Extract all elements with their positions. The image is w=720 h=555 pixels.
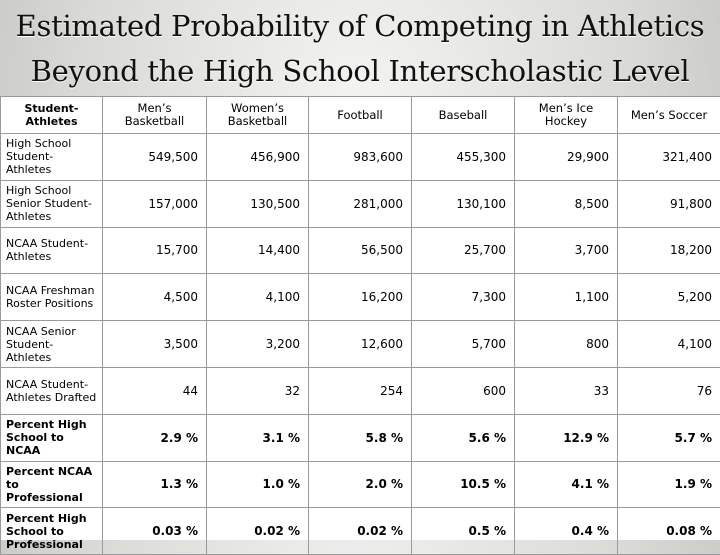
table-cell: 549,500 <box>103 134 207 181</box>
table-cell: 32 <box>207 367 309 414</box>
table-cell: 4,500 <box>103 274 207 321</box>
table-cell: 281,000 <box>309 180 412 227</box>
header-row: Student-Athletes Men’s Basketball Women’… <box>1 97 720 134</box>
table-cell: 25,700 <box>412 227 515 274</box>
table-cell: 0.5 % <box>412 508 515 555</box>
column-header-mens-ice-hockey: Men’s Ice Hockey <box>515 97 618 134</box>
table-cell: 130,500 <box>207 180 309 227</box>
table-cell: 157,000 <box>103 180 207 227</box>
table-cell: 1,100 <box>515 274 618 321</box>
title-line-1: Estimated Probability of Competing in At… <box>0 4 720 49</box>
table-cell: 76 <box>618 367 720 414</box>
table-cell: 5.8 % <box>309 414 412 461</box>
table-cell: 0.03 % <box>103 508 207 555</box>
table-cell: 10.5 % <box>412 461 515 508</box>
column-header-student-athletes: Student-Athletes <box>1 97 103 134</box>
table-cell: 254 <box>309 367 412 414</box>
table-cell: 0.02 % <box>309 508 412 555</box>
table-cell: 1.3 % <box>103 461 207 508</box>
table-row: NCAA Student-Athletes 15,700 14,400 56,5… <box>1 227 720 274</box>
table-row: High School Senior Student-Athletes 157,… <box>1 180 720 227</box>
probability-table: Student-Athletes Men’s Basketball Women’… <box>0 96 720 555</box>
table-cell: 18,200 <box>618 227 720 274</box>
table-cell: 0.4 % <box>515 508 618 555</box>
table-cell: 455,300 <box>412 134 515 181</box>
table-cell: 12.9 % <box>515 414 618 461</box>
table-cell: 56,500 <box>309 227 412 274</box>
table-cell: 1.0 % <box>207 461 309 508</box>
column-header-football: Football <box>309 97 412 134</box>
table-cell: 2.0 % <box>309 461 412 508</box>
table-cell: 29,900 <box>515 134 618 181</box>
table-cell: 4.1 % <box>515 461 618 508</box>
row-label: High School Senior Student-Athletes <box>1 180 103 227</box>
table-cell: 16,200 <box>309 274 412 321</box>
table-cell: 8,500 <box>515 180 618 227</box>
table-row: Percent NCAA to Professional 1.3 % 1.0 %… <box>1 461 720 508</box>
column-header-mens-basketball: Men’s Basketball <box>103 97 207 134</box>
table-row: NCAA Freshman Roster Positions 4,500 4,1… <box>1 274 720 321</box>
page-title: Estimated Probability of Competing in At… <box>0 4 720 94</box>
table-cell: 5.6 % <box>412 414 515 461</box>
table-cell: 600 <box>412 367 515 414</box>
row-label: High School Student-Athletes <box>1 134 103 181</box>
table-cell: 130,100 <box>412 180 515 227</box>
column-header-womens-basketball: Women’s Basketball <box>207 97 309 134</box>
table-cell: 44 <box>103 367 207 414</box>
probability-table-container: Student-Athletes Men’s Basketball Women’… <box>0 96 720 540</box>
row-label: Percent NCAA to Professional <box>1 461 103 508</box>
table-cell: 321,400 <box>618 134 720 181</box>
row-label: NCAA Freshman Roster Positions <box>1 274 103 321</box>
table-cell: 91,800 <box>618 180 720 227</box>
table-row: NCAA Senior Student-Athletes 3,500 3,200… <box>1 321 720 368</box>
table-cell: 3,200 <box>207 321 309 368</box>
row-label: Percent High School to NCAA <box>1 414 103 461</box>
row-label: NCAA Student-Athletes <box>1 227 103 274</box>
table-cell: 1.9 % <box>618 461 720 508</box>
table-cell: 15,700 <box>103 227 207 274</box>
table-cell: 33 <box>515 367 618 414</box>
table-cell: 14,400 <box>207 227 309 274</box>
table-cell: 4,100 <box>618 321 720 368</box>
table-cell: 456,900 <box>207 134 309 181</box>
column-header-baseball: Baseball <box>412 97 515 134</box>
table-cell: 3,500 <box>103 321 207 368</box>
row-label: NCAA Student-Athletes Drafted <box>1 367 103 414</box>
table-cell: 4,100 <box>207 274 309 321</box>
table-row: Percent High School to Professional 0.03… <box>1 508 720 555</box>
table-cell: 800 <box>515 321 618 368</box>
table-cell: 12,600 <box>309 321 412 368</box>
table-cell: 5,200 <box>618 274 720 321</box>
column-header-mens-soccer: Men’s Soccer <box>618 97 720 134</box>
table-cell: 3.1 % <box>207 414 309 461</box>
title-line-2: Beyond the High School Interscholastic L… <box>0 49 720 94</box>
table-cell: 983,600 <box>309 134 412 181</box>
table-cell: 5.7 % <box>618 414 720 461</box>
table-cell: 3,700 <box>515 227 618 274</box>
table-row: NCAA Student-Athletes Drafted 44 32 254 … <box>1 367 720 414</box>
table-cell: 2.9 % <box>103 414 207 461</box>
row-label: Percent High School to Professional <box>1 508 103 555</box>
row-label: NCAA Senior Student-Athletes <box>1 321 103 368</box>
table-cell: 7,300 <box>412 274 515 321</box>
table-row: Percent High School to NCAA 2.9 % 3.1 % … <box>1 414 720 461</box>
table-row: High School Student-Athletes 549,500 456… <box>1 134 720 181</box>
table-cell: 0.08 % <box>618 508 720 555</box>
table-cell: 0.02 % <box>207 508 309 555</box>
table-cell: 5,700 <box>412 321 515 368</box>
